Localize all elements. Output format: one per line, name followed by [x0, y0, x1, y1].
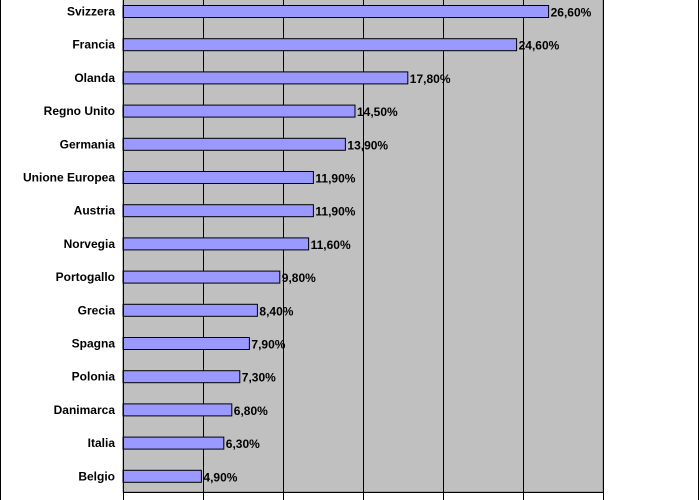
bar-13	[122, 436, 225, 450]
value-label-4: 13,90%	[347, 138, 388, 152]
category-label-1: Francia	[72, 38, 115, 52]
category-label-12: Danimarca	[54, 403, 116, 417]
x-axis-ticks	[123, 0, 604, 500]
bar-9	[122, 303, 258, 317]
bar-14	[122, 469, 202, 483]
value-label-3: 14,50%	[357, 105, 398, 119]
category-label-13: Italia	[88, 436, 116, 450]
bar-4	[122, 137, 346, 151]
value-label-13: 6,30%	[226, 437, 260, 451]
category-label-2: Olanda	[74, 71, 115, 85]
value-label-2: 17,80%	[410, 72, 451, 86]
value-label-5: 11,90%	[315, 172, 355, 186]
category-label-11: Polonia	[72, 370, 116, 384]
category-labels: Svizzera Francia Olanda Regno Unito Germania…	[23, 5, 115, 484]
bar-7	[122, 237, 310, 251]
bar-0	[122, 5, 550, 18]
category-label-3: Regno Unito	[44, 104, 115, 118]
bars	[122, 5, 550, 483]
value-labels: 26,60% 24,60% 17,80% 14,50% 13,90% 11,90% 11,9…	[203, 6, 591, 485]
value-label-14: 4,90%	[203, 470, 237, 484]
value-label-0: 26,60%	[551, 6, 592, 20]
category-label-4: Germania	[60, 137, 116, 151]
bar-5	[122, 171, 314, 184]
value-label-11: 7,30%	[242, 371, 276, 385]
bar-12	[122, 403, 233, 417]
value-label-12: 6,80%	[234, 404, 268, 418]
value-label-9: 8,40%	[259, 304, 293, 318]
value-label-1: 24,60%	[519, 39, 560, 53]
category-label-6: Austria	[74, 204, 116, 218]
category-label-7: Norvegia	[64, 237, 116, 251]
bar-1	[122, 38, 518, 52]
bar-10	[122, 337, 250, 350]
value-label-7: 11,60%	[311, 238, 351, 252]
category-label-5: Unione Europea	[23, 171, 115, 185]
category-label-0: Svizzera	[67, 5, 115, 19]
bar-11	[122, 370, 241, 384]
category-label-14: Belgio	[78, 469, 115, 483]
category-label-8: Portogallo	[56, 270, 115, 284]
category-label-9: Grecia	[78, 303, 116, 317]
value-label-6: 11,90%	[315, 205, 355, 219]
bar-2	[122, 71, 409, 85]
bar-8	[122, 270, 281, 284]
value-label-8: 9,80%	[282, 271, 316, 285]
value-label-10: 7,90%	[251, 338, 285, 352]
category-label-10: Spagna	[72, 337, 116, 351]
bar-6	[122, 204, 314, 218]
bar-3	[122, 104, 356, 118]
